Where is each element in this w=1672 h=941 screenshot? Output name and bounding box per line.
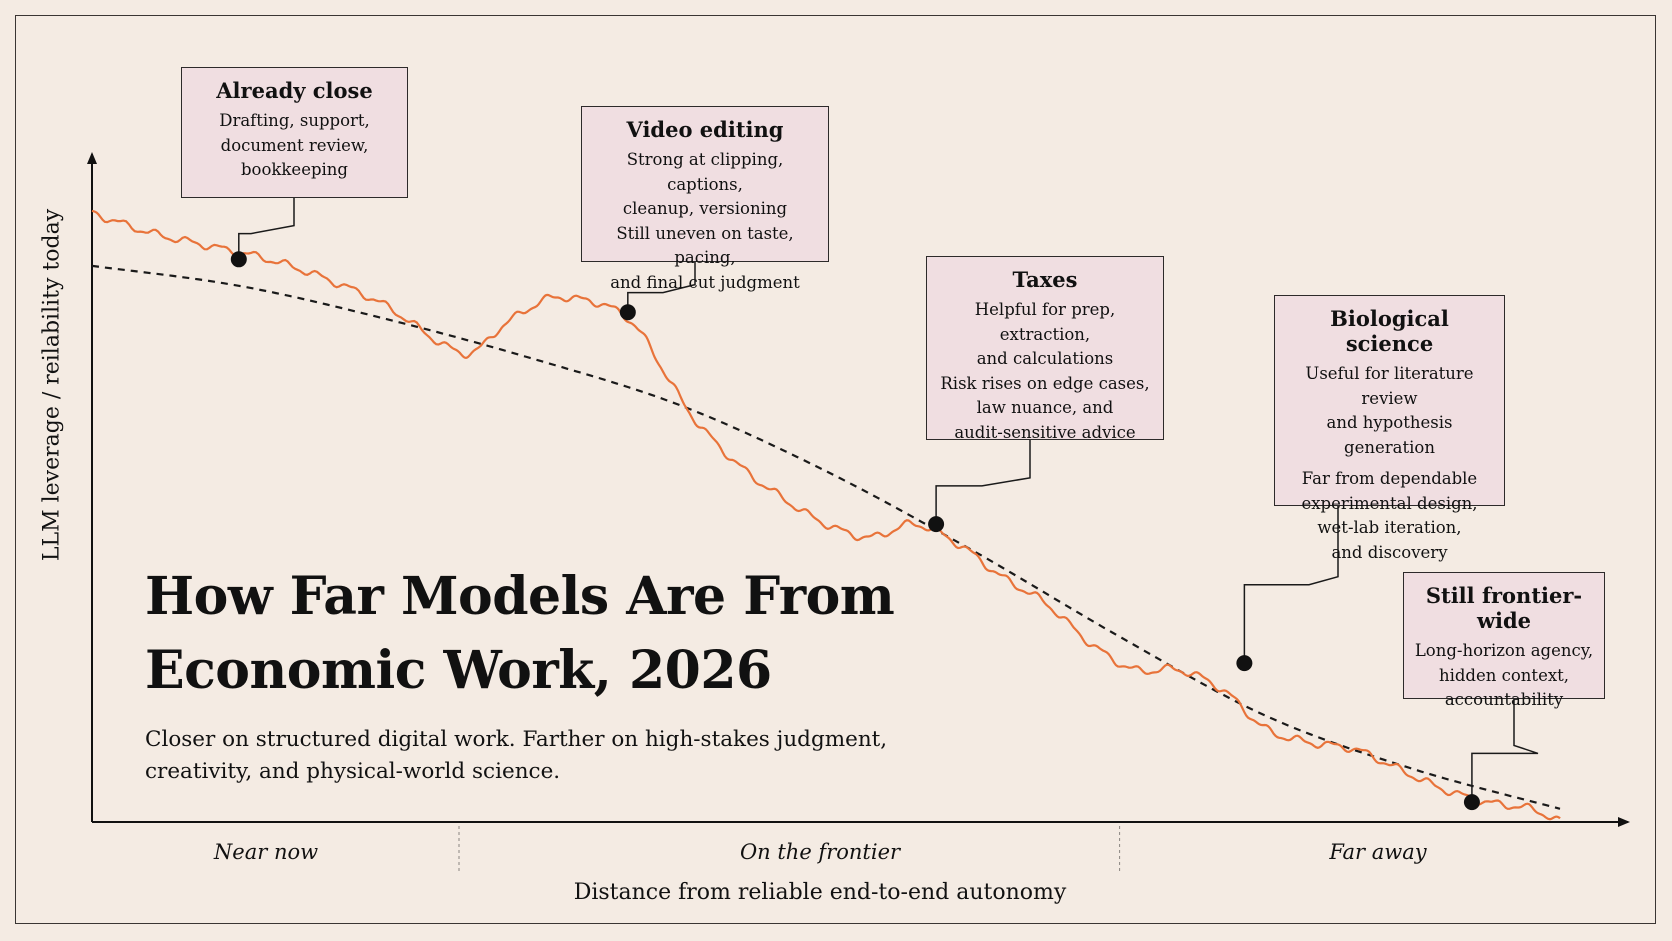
callout-line: and discovery <box>1331 542 1448 562</box>
callout-line: accountability <box>1444 690 1564 709</box>
callout-still-frontier-wide: Still frontier-wide Long-horizon agency,… <box>1403 572 1605 709</box>
callout-line: and hypothesis generation <box>1326 413 1453 457</box>
annotation-marker <box>230 251 247 268</box>
callout-line: hidden context, <box>1438 665 1570 685</box>
leverage-line <box>91 209 1561 821</box>
zone-label-far-away: Far away <box>1329 840 1427 864</box>
callout-line: Helpful for prep, extraction, <box>974 300 1116 344</box>
chart-title: How Far Models Are From Economic Work, 2… <box>145 566 895 701</box>
callout-title: Video editing <box>626 117 784 142</box>
callout-leader <box>935 440 1031 525</box>
callout-line: Useful for literature review <box>1305 364 1474 408</box>
annotation-marker <box>1236 655 1253 672</box>
callout-taxes: Taxes Helpful for prep, extraction, and … <box>926 256 1164 442</box>
callout-line: Drafting, support, <box>219 111 370 130</box>
annotation-marker <box>1463 794 1480 811</box>
callout-line: audit-sensitive advice <box>954 422 1136 442</box>
callout-line: and final cut judgment <box>610 272 800 292</box>
callout-biological-science: Biological science Useful for literature… <box>1274 295 1505 562</box>
callout-leader <box>238 198 295 260</box>
callout-line: Long-horizon agency, <box>1414 641 1594 660</box>
callout-line: Risk rises on edge cases, <box>940 373 1150 393</box>
chart-subtitle: Closer on structured digital work. Farth… <box>145 727 888 784</box>
callout-line: document review, <box>220 135 369 155</box>
callout-line: experimental design, <box>1301 493 1478 513</box>
y-axis-label: LLM leverage / reilability today <box>39 208 65 562</box>
callout-video-editing: Video editing Strong at clipping, captio… <box>581 106 829 292</box>
callout-line: Strong at clipping, captions, <box>626 150 784 194</box>
callout-line: bookkeeping <box>241 160 348 179</box>
annotation-marker <box>619 304 636 321</box>
callout-title: Biological science <box>1330 306 1449 356</box>
callout-line: and calculations <box>976 349 1114 368</box>
callout-title: Already close <box>216 78 373 103</box>
callout-leader <box>1471 699 1539 803</box>
callout-line: Far from dependable <box>1301 469 1478 488</box>
callout-title: Taxes <box>1012 267 1078 292</box>
callout-line: Still uneven on taste, pacing, <box>616 223 794 268</box>
callout-leader <box>1243 506 1339 664</box>
zone-label-near-now: Near now <box>213 840 319 864</box>
annotation-marker <box>928 516 945 533</box>
callout-line: cleanup, versioning <box>622 199 788 218</box>
callout-title: Still frontier-wide <box>1425 583 1583 633</box>
callout-already-close: Already close Drafting, support, documen… <box>181 67 408 198</box>
title-block: How Far Models Are From Economic Work, 2… <box>145 560 905 788</box>
zone-label-on-the-frontier: On the frontier <box>739 840 901 864</box>
trend-line <box>91 264 1561 810</box>
x-axis-label: Distance from reliable end-to-end autono… <box>573 880 1067 905</box>
callout-leader <box>627 262 696 313</box>
callout-line: law nuance, and <box>976 398 1114 417</box>
callout-line: wet-lab iteration, <box>1317 518 1462 537</box>
